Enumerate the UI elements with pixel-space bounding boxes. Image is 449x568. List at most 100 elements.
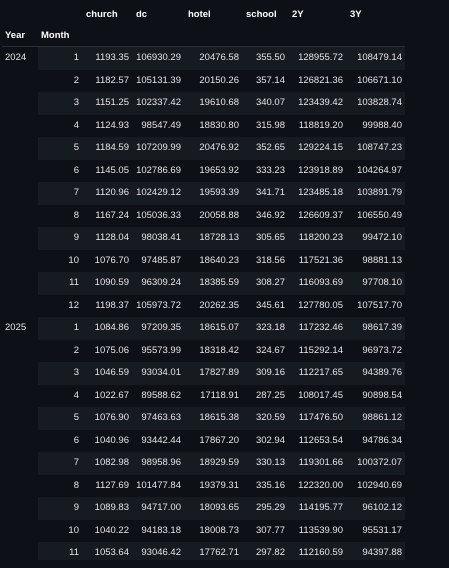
cell-2y: 127780.05 [288, 294, 346, 317]
cell-dc: 98958.96 [132, 452, 184, 475]
table-row: 2025 1 1084.86 97209.35 18615.07 323.18 117232… [2, 317, 405, 568]
row-index-month: 7 [38, 182, 82, 205]
cell-church: 1076.70 [82, 249, 132, 272]
cell-church: 1084.86 [82, 317, 132, 340]
cell-hotel: 17118.91 [184, 384, 242, 407]
cell-church: 1076.90 [82, 407, 132, 430]
cell-3y: 98861.12 [346, 407, 405, 430]
cell-church: 1151.25 [82, 92, 132, 115]
cell-church: 1082.98 [82, 452, 132, 475]
cell-2y: 112217.65 [288, 362, 346, 385]
column-header-hotel: hotel [184, 3, 242, 26]
cell-church: 1145.05 [82, 159, 132, 182]
table-row: 2 1182.57 105131.39 20150.26 357.14 126821.36… [2, 69, 405, 92]
cell-dc: 98547.49 [132, 114, 184, 137]
cell-hotel: 18615.38 [184, 407, 242, 430]
cell-3y: 100372.07 [346, 452, 405, 475]
cell-dc: 93442.44 [132, 429, 184, 452]
cell-school: 341.71 [242, 182, 288, 205]
cell-2y: 108017.45 [288, 384, 346, 407]
cell-school: 345.61 [242, 294, 288, 317]
cell-2y: 117232.46 [288, 317, 346, 340]
dataframe-table: church dc hotel school 2Y 3Y Year Month … [2, 3, 405, 568]
table-row: 5 1184.59 107209.99 20476.92 352.65 129224.15… [2, 137, 405, 160]
cell-dc: 97485.87 [132, 249, 184, 272]
cell-3y: 103828.74 [346, 92, 405, 115]
table-row: 2024 1 1193.35 106930.29 20476.58 355.50 12895… [2, 46, 405, 317]
cell-church: 1089.83 [82, 497, 132, 520]
table-row: 3 1046.59 93034.01 17827.89 309.16 112217.65 9… [2, 362, 405, 385]
cell-school: 352.65 [242, 137, 288, 160]
table-row: 7 1082.98 98958.96 18929.59 330.13 119301.66 1… [2, 452, 405, 475]
cell-2y: 119301.66 [288, 452, 346, 475]
cell-hotel: 18318.42 [184, 339, 242, 362]
cell-hotel: 20058.88 [184, 204, 242, 227]
cell-3y: 103891.79 [346, 182, 405, 205]
cell-school: 308.27 [242, 272, 288, 295]
table-row: 5 1076.90 97463.63 18615.38 320.59 117476.50 9… [2, 407, 405, 430]
cell-church: 1128.04 [82, 227, 132, 250]
cell-school: 323.18 [242, 317, 288, 340]
row-index-month: 1 [38, 317, 82, 340]
cell-church: 1127.69 [82, 474, 132, 497]
cell-2y: 122320.00 [288, 474, 346, 497]
cell-dc: 98038.41 [132, 227, 184, 250]
cell-hotel: 18640.23 [184, 249, 242, 272]
cell-3y: 94397.88 [346, 542, 405, 565]
cell-2y: 129224.15 [288, 137, 346, 160]
cell-school: 287.25 [242, 384, 288, 407]
table-row: 4 1022.67 89588.62 17118.91 287.25 108017.45 9… [2, 384, 405, 407]
row-index-month: 7 [38, 452, 82, 475]
cell-school: 324.67 [242, 339, 288, 362]
cell-3y: 99472.10 [346, 227, 405, 250]
cell-dc: 106930.29 [132, 46, 184, 70]
cell-3y: 106550.49 [346, 204, 405, 227]
column-header-school: school [242, 3, 288, 26]
cell-church: 1040.96 [82, 429, 132, 452]
cell-school: 295.29 [242, 497, 288, 520]
output-bottom-edge [0, 560, 449, 568]
index-name-row: Year Month [2, 26, 405, 47]
cell-hotel: 20476.58 [184, 46, 242, 70]
table-row: 10 1076.70 97485.87 18640.23 318.56 117521.36… [2, 249, 405, 272]
cell-church: 1046.59 [82, 362, 132, 385]
cell-2y: 112160.59 [288, 542, 346, 565]
cell-church: 1182.57 [82, 69, 132, 92]
cell-dc: 94183.18 [132, 519, 184, 542]
cell-hotel: 19379.31 [184, 474, 242, 497]
table-row: 8 1167.24 105036.33 20058.88 346.92 126609.37… [2, 204, 405, 227]
cell-3y: 97708.10 [346, 272, 405, 295]
cell-3y: 108479.14 [346, 46, 405, 70]
cell-school: 309.16 [242, 362, 288, 385]
column-header-3y: 3Y [346, 3, 405, 26]
cell-2y: 117521.36 [288, 249, 346, 272]
cell-dc: 105036.33 [132, 204, 184, 227]
cell-school: 315.98 [242, 114, 288, 137]
cell-2y: 112653.54 [288, 429, 346, 452]
cell-hotel: 18093.65 [184, 497, 242, 520]
cell-3y: 96973.72 [346, 339, 405, 362]
cell-hotel: 18008.73 [184, 519, 242, 542]
cell-2y: 123918.89 [288, 159, 346, 182]
cell-2y: 117476.50 [288, 407, 346, 430]
table-row: 10 1040.22 94183.18 18008.73 307.77 113539.90… [2, 519, 405, 542]
table-row: 2 1075.06 95573.99 18318.42 324.67 115292.14 9… [2, 339, 405, 362]
cell-church: 1075.06 [82, 339, 132, 362]
cell-2y: 113539.90 [288, 519, 346, 542]
cell-2y: 123485.18 [288, 182, 346, 205]
cell-dc: 95573.99 [132, 339, 184, 362]
cell-dc: 93034.01 [132, 362, 184, 385]
table-row: 4 1124.93 98547.49 18830.80 315.98 118819.20 9… [2, 114, 405, 137]
row-index-month: 12 [38, 294, 82, 317]
table-row: 6 1040.96 93442.44 17867.20 302.94 112653.54 9… [2, 429, 405, 452]
cell-2y: 126609.37 [288, 204, 346, 227]
row-index-month: 8 [38, 204, 82, 227]
cell-3y: 98881.13 [346, 249, 405, 272]
cell-school: 302.94 [242, 429, 288, 452]
index-name-month: Month [38, 26, 82, 47]
cell-2y: 115292.14 [288, 339, 346, 362]
table-row: 3 1151.25 102337.42 19610.68 340.07 123439.42… [2, 92, 405, 115]
cell-church: 1167.24 [82, 204, 132, 227]
index-name-year: Year [2, 26, 38, 47]
